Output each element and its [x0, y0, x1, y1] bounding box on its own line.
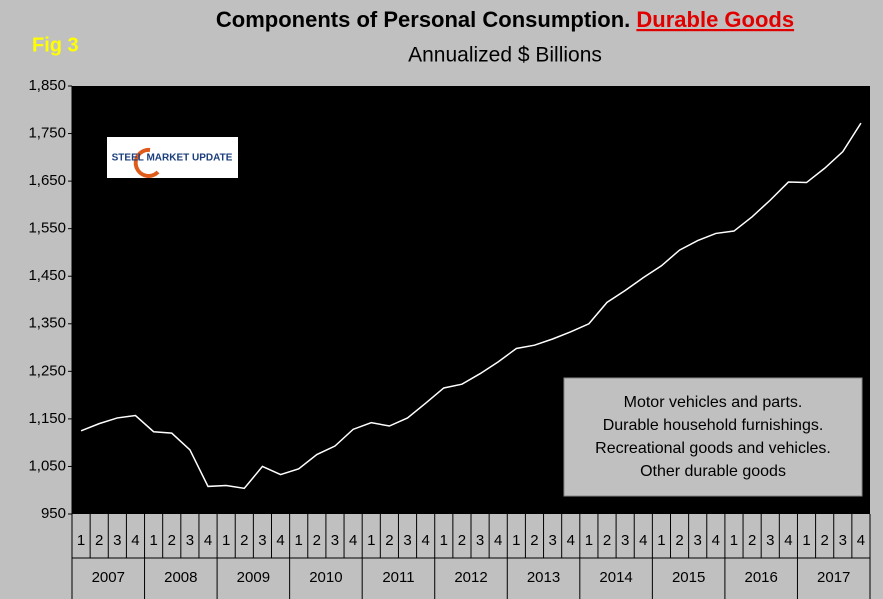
year-label: 2010 — [309, 569, 342, 586]
year-label: 2013 — [527, 569, 560, 586]
x-tick-label: 4 — [204, 532, 212, 549]
y-tick-label: 1,750 — [28, 125, 66, 142]
x-tick-label: 2 — [820, 532, 828, 549]
x-tick-label: 3 — [621, 532, 629, 549]
chart-title: Components of Personal Consumption. Dura… — [216, 7, 794, 32]
annotation-line: Recreational goods and vehicles. — [595, 440, 831, 457]
x-tick-label: 1 — [77, 532, 85, 549]
x-tick-label: 2 — [675, 532, 683, 549]
logo-box — [107, 137, 238, 178]
figure-label: Fig 3 — [32, 34, 79, 56]
x-tick-label: 3 — [476, 532, 484, 549]
x-tick-label: 1 — [730, 532, 738, 549]
x-tick-label: 3 — [113, 532, 121, 549]
x-tick-label: 3 — [403, 532, 411, 549]
y-tick-label: 1,150 — [28, 410, 66, 427]
chart-subtitle: Annualized $ Billions — [408, 44, 602, 67]
x-tick-label: 2 — [748, 532, 756, 549]
y-tick-label: 1,550 — [28, 220, 66, 237]
x-tick-label: 3 — [331, 532, 339, 549]
title-highlight: Durable Goods — [636, 7, 794, 32]
x-tick-label: 1 — [295, 532, 303, 549]
logo-text: STEEL MARKET UPDATE — [112, 153, 233, 164]
y-tick-label: 1,050 — [28, 457, 66, 474]
x-tick-label: 4 — [784, 532, 792, 549]
x-tick-label: 3 — [548, 532, 556, 549]
x-tick-label: 2 — [240, 532, 248, 549]
year-label: 2016 — [744, 569, 777, 586]
x-tick-label: 1 — [657, 532, 665, 549]
x-tick-label: 1 — [222, 532, 230, 549]
x-tick-label: 4 — [349, 532, 357, 549]
x-tick-label: 3 — [258, 532, 266, 549]
y-tick-label: 1,350 — [28, 315, 66, 332]
x-tick-label: 1 — [585, 532, 593, 549]
y-tick-label: 1,650 — [28, 172, 66, 189]
x-tick-label: 4 — [494, 532, 502, 549]
annotation-line: Other durable goods — [640, 463, 786, 480]
x-tick-label: 2 — [603, 532, 611, 549]
x-tick-label: 1 — [440, 532, 448, 549]
year-label: 2007 — [92, 569, 125, 586]
x-tick-label: 3 — [839, 532, 847, 549]
year-label: 2014 — [599, 569, 632, 586]
year-label: 2015 — [672, 569, 705, 586]
x-tick-label: 2 — [385, 532, 393, 549]
x-tick-label: 4 — [421, 532, 429, 549]
year-label: 2011 — [382, 569, 414, 586]
y-tick-label: 1,850 — [28, 77, 66, 94]
y-tick-label: 1,250 — [28, 362, 66, 379]
x-tick-label: 1 — [367, 532, 375, 549]
title-main: Components of Personal Consumption. — [216, 7, 630, 32]
x-tick-label: 2 — [313, 532, 321, 549]
x-tick-label: 4 — [131, 532, 139, 549]
x-tick-label: 4 — [639, 532, 647, 549]
data-line — [80, 122, 862, 490]
x-tick-label: 3 — [186, 532, 194, 549]
x-tick-label: 4 — [712, 532, 720, 549]
annotation-box — [563, 377, 863, 497]
x-tick-label: 4 — [567, 532, 575, 549]
x-tick-label: 2 — [95, 532, 103, 549]
x-tick-label: 4 — [857, 532, 865, 549]
x-tick-label: 4 — [276, 532, 284, 549]
year-label: 2008 — [164, 569, 197, 586]
year-label: 2009 — [237, 569, 270, 586]
x-tick-label: 2 — [530, 532, 538, 549]
x-tick-label: 2 — [168, 532, 176, 549]
x-tick-label: 1 — [149, 532, 157, 549]
annotation-line: Durable household furnishings. — [603, 417, 824, 434]
year-label: 2017 — [817, 569, 850, 586]
y-tick-label: 950 — [41, 505, 66, 522]
year-label: 2012 — [454, 569, 487, 586]
annotation-line: Motor vehicles and parts. — [624, 394, 803, 411]
logo-swoosh — [133, 147, 160, 178]
x-tick-label: 1 — [512, 532, 520, 549]
x-tick-label: 3 — [694, 532, 702, 549]
y-tick-label: 1,450 — [28, 267, 66, 284]
x-tick-label: 3 — [766, 532, 774, 549]
x-tick-label: 1 — [802, 532, 810, 549]
x-tick-label: 2 — [458, 532, 466, 549]
